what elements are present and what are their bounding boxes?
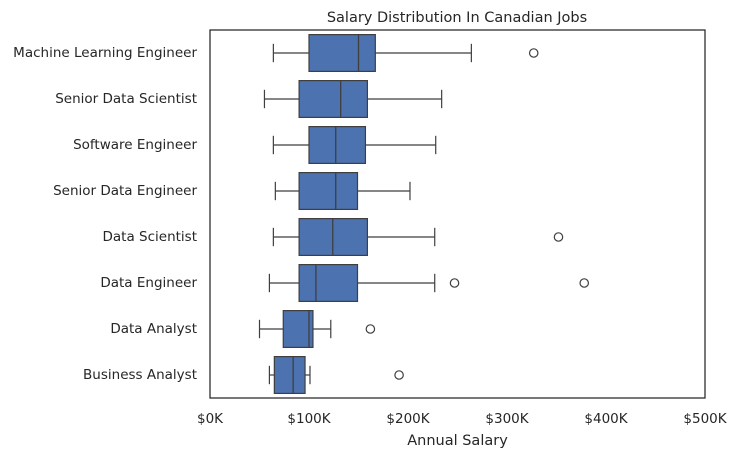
x-tick-label: $100K xyxy=(287,411,331,427)
outlier-point xyxy=(449,278,460,288)
y-tick-label: Data Analyst xyxy=(110,321,197,337)
outlier-point xyxy=(553,232,564,242)
x-tick-label: $500K xyxy=(683,411,727,427)
outlier-point xyxy=(528,48,539,58)
y-tick-label: Business Analyst xyxy=(83,367,197,383)
box-layer xyxy=(258,33,590,395)
outlier-point xyxy=(365,324,376,334)
box-group xyxy=(268,264,590,303)
x-axis-label: Annual Salary xyxy=(407,433,508,449)
y-tick-label: Software Engineer xyxy=(73,137,197,153)
x-tick-label: $300K xyxy=(485,411,529,427)
y-tick-label: Data Engineer xyxy=(100,275,197,291)
iqr-box xyxy=(282,310,314,349)
iqr-box xyxy=(298,264,359,303)
chart-title: Salary Distribution In Canadian Jobs xyxy=(327,10,587,26)
x-tick-label: $400K xyxy=(584,411,628,427)
box-group xyxy=(258,310,376,349)
outlier-point xyxy=(579,278,590,288)
box-group xyxy=(272,218,564,257)
x-tick-label: $0K xyxy=(197,411,224,427)
plot-frame xyxy=(209,29,706,399)
y-tick-label: Senior Data Engineer xyxy=(53,183,197,199)
y-tick-label: Data Scientist xyxy=(103,229,198,245)
box-group xyxy=(274,172,411,211)
box-group xyxy=(272,33,539,72)
box-group xyxy=(272,125,437,164)
iqr-box xyxy=(308,33,376,72)
iqr-box xyxy=(298,172,359,211)
iqr-box xyxy=(273,356,306,395)
box-group xyxy=(263,79,443,118)
box-group xyxy=(268,356,404,395)
y-tick-label: Machine Learning Engineer xyxy=(13,45,197,61)
x-tick-labels: $0K $100K $200K $300K $400K $500K xyxy=(197,411,728,427)
y-tick-label: Senior Data Scientist xyxy=(55,91,197,107)
iqr-box xyxy=(298,79,369,118)
y-tick-labels: Machine Learning Engineer Senior Data Sci… xyxy=(13,45,197,383)
x-tick-label: $200K xyxy=(386,411,430,427)
outlier-point xyxy=(394,370,404,380)
iqr-box xyxy=(308,125,367,164)
